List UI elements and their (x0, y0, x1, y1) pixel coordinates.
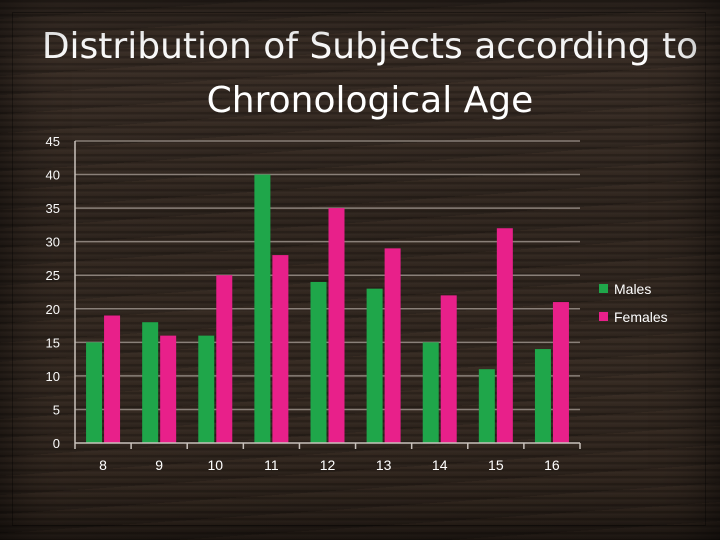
x-tick-label: 10 (207, 457, 223, 473)
y-tick-label: 0 (53, 436, 60, 451)
legend-label-females: Females (614, 309, 668, 325)
x-tick-label: 11 (264, 457, 279, 473)
tick-labels: 0 5 10 15 20 25 30 35 40 45 8 9 10 11 12 13 14 15 16 (46, 134, 560, 473)
y-tick-label: 45 (46, 134, 60, 149)
axes (74, 141, 581, 449)
bar-females-16 (552, 302, 569, 443)
x-tick-label: 8 (99, 457, 107, 473)
bars (86, 174, 569, 444)
bar-females-10 (216, 275, 233, 443)
bar-males-14 (422, 342, 439, 443)
legend-swatch-females (599, 312, 608, 321)
y-tick-label: 30 (46, 235, 60, 250)
x-tick-label: 16 (544, 457, 560, 473)
bar-females-9 (160, 335, 177, 443)
bar-males-16 (534, 349, 551, 443)
gridlines (75, 140, 580, 411)
bar-females-13 (384, 248, 401, 443)
bar-females-11 (272, 255, 289, 443)
legend: Males Females (599, 281, 668, 325)
y-tick-label: 15 (46, 335, 60, 350)
x-tick-label: 15 (488, 457, 504, 473)
bar-males-12 (310, 281, 327, 443)
bar-females-12 (328, 208, 345, 443)
y-tick-label: 20 (46, 302, 60, 317)
bar-males-11 (254, 174, 271, 444)
legend-label-males: Males (614, 281, 651, 297)
y-tick-label: 25 (46, 268, 60, 283)
x-tick-label: 12 (320, 457, 336, 473)
x-tick-label: 13 (376, 457, 392, 473)
bar-males-10 (198, 335, 215, 443)
x-tick-label: 14 (432, 457, 448, 473)
legend-swatch-males (599, 284, 608, 293)
x-tick-label: 9 (155, 457, 163, 473)
y-tick-label: 35 (46, 201, 60, 216)
bar-males-8 (86, 342, 103, 443)
chart-title: Distribution of Subjects according to Ch… (41, 26, 699, 121)
y-tick-label: 40 (46, 168, 60, 183)
bar-males-9 (142, 322, 159, 443)
y-tick-label: 10 (46, 369, 60, 384)
bar-males-15 (478, 369, 495, 443)
bar-females-14 (440, 295, 457, 443)
y-tick-label: 5 (53, 402, 60, 417)
bar-females-8 (104, 315, 121, 443)
slide-frame (12, 12, 706, 526)
bar-males-13 (366, 288, 383, 443)
bar-females-15 (496, 228, 513, 443)
